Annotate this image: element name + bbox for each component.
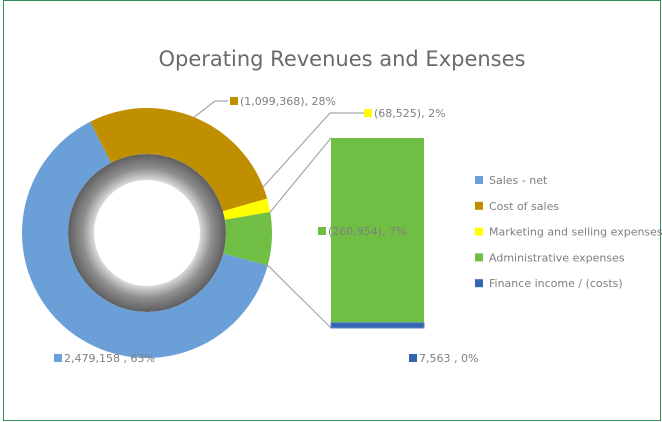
- doughnut-hole: [94, 180, 200, 286]
- bar-segment: [331, 138, 424, 323]
- legend-key: [475, 279, 483, 288]
- bar-segment: [330, 322, 425, 329]
- legend-label: Finance income / (costs): [489, 277, 623, 290]
- label-key: [230, 97, 238, 105]
- connector-line: [267, 264, 332, 329]
- chart-title: Operating Revenues and Expenses: [159, 47, 526, 71]
- data-label: (68,525), 2%: [374, 107, 446, 120]
- data-label: (260,954), 7%: [328, 225, 407, 238]
- legend-label: Administrative expenses: [489, 251, 625, 264]
- data-label: 2,479,158 , 63%: [64, 352, 155, 365]
- label-key: [364, 109, 372, 117]
- legend-label: Marketing and selling expenses: [489, 226, 662, 239]
- legend-key: [475, 253, 483, 262]
- data-label: (1,099,368), 28%: [240, 95, 336, 108]
- pie-slice: [90, 107, 268, 212]
- pie-slice: [222, 198, 271, 220]
- data-label: 7,563 , 0%: [419, 352, 478, 365]
- label-key: [318, 227, 326, 235]
- leader-line: [254, 112, 364, 197]
- pie-slice: [22, 121, 268, 358]
- label-key: [409, 354, 417, 362]
- legend-key: [475, 227, 483, 236]
- legend-label: Cost of sales: [489, 200, 559, 213]
- leader-line: [192, 100, 228, 119]
- legend-key: [475, 176, 483, 184]
- label-key: [54, 354, 62, 362]
- legend-label: Sales - net: [489, 174, 548, 187]
- legend-key: [475, 201, 483, 210]
- pie-slice-other: [223, 211, 272, 266]
- connector-line: [269, 137, 332, 213]
